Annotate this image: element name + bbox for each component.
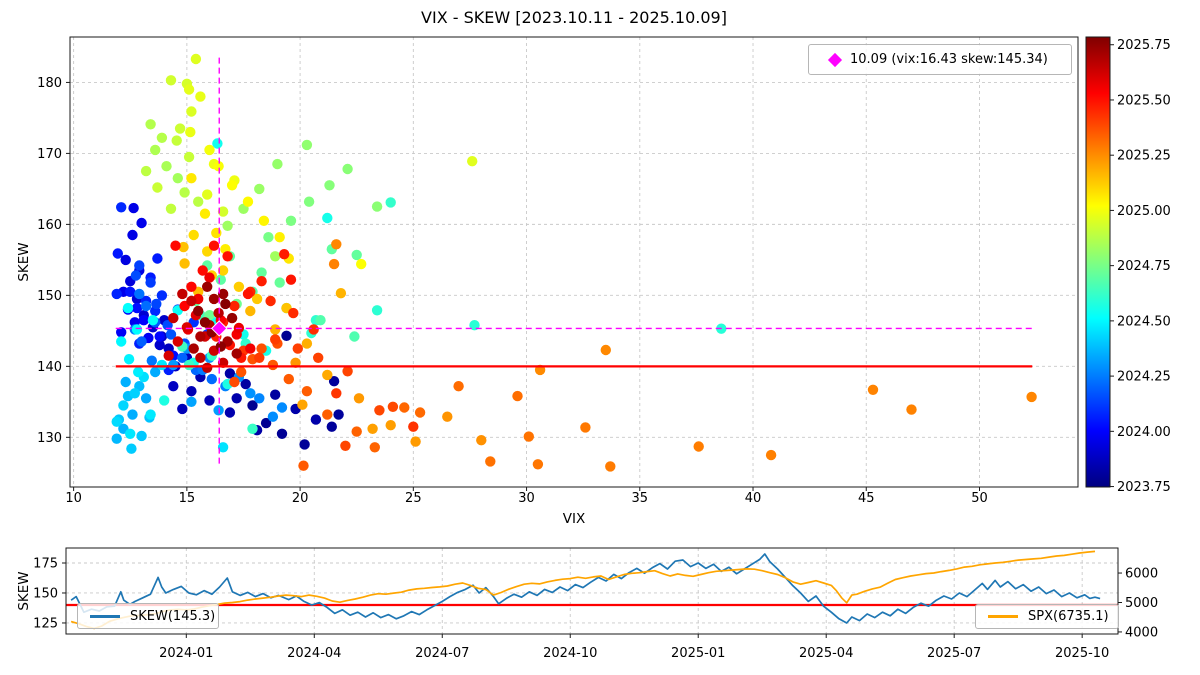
svg-text:2024-01: 2024-01 <box>159 646 213 661</box>
svg-text:150: 150 <box>33 586 58 601</box>
svg-text:10: 10 <box>65 491 82 506</box>
skew-line-sample-icon <box>90 614 120 618</box>
svg-text:15: 15 <box>179 491 196 506</box>
svg-text:25: 25 <box>405 491 422 506</box>
svg-text:130: 130 <box>37 431 62 446</box>
svg-text:20: 20 <box>292 491 309 506</box>
svg-text:2025-01: 2025-01 <box>671 646 725 661</box>
scatter-legend: 10.09 (vix:16.43 skew:145.34) <box>808 44 1072 75</box>
svg-text:2025-04: 2025-04 <box>799 646 853 661</box>
svg-text:30: 30 <box>518 491 535 506</box>
timeseries-y-axis-label-skew: SKEW <box>16 571 32 611</box>
svg-text:2025-10: 2025-10 <box>1055 646 1109 661</box>
svg-text:5000: 5000 <box>1125 596 1158 611</box>
svg-text:175: 175 <box>33 556 58 571</box>
svg-text:2025.00: 2025.00 <box>1117 204 1171 219</box>
svg-text:45: 45 <box>858 491 875 506</box>
svg-text:2025-07: 2025-07 <box>927 646 981 661</box>
spx-series-legend: SPX(6735.1) <box>975 604 1119 629</box>
svg-text:4000: 4000 <box>1125 625 1158 640</box>
svg-text:180: 180 <box>37 76 62 91</box>
y-axis-label-skew: SKEW <box>16 242 32 282</box>
svg-text:40: 40 <box>745 491 762 506</box>
scatter-legend-label: 10.09 (vix:16.43 skew:145.34) <box>850 52 1048 67</box>
svg-text:2024-04: 2024-04 <box>287 646 341 661</box>
spx-line-sample-icon <box>988 615 1018 618</box>
svg-text:140: 140 <box>37 360 62 375</box>
svg-text:150: 150 <box>37 289 62 304</box>
svg-text:6000: 6000 <box>1125 567 1158 582</box>
svg-text:2025.75: 2025.75 <box>1117 38 1171 53</box>
svg-text:2023.75: 2023.75 <box>1117 480 1171 495</box>
skew-legend-label: SKEW(145.3) <box>130 608 216 624</box>
svg-text:170: 170 <box>37 147 62 162</box>
svg-text:125: 125 <box>33 616 58 631</box>
current-point-diamond-icon <box>827 52 843 67</box>
spx-legend-label: SPX(6735.1) <box>1028 609 1109 624</box>
chart-title: VIX - SKEW [2023.10.11 - 2025.10.09] <box>421 8 727 27</box>
x-axis-label-vix: VIX <box>562 511 586 527</box>
svg-text:2025.25: 2025.25 <box>1117 149 1171 164</box>
svg-text:160: 160 <box>37 218 62 233</box>
svg-text:2024-10: 2024-10 <box>543 646 597 661</box>
svg-text:50: 50 <box>971 491 988 506</box>
svg-text:35: 35 <box>632 491 649 506</box>
svg-text:2024.75: 2024.75 <box>1117 259 1171 274</box>
svg-text:2024.00: 2024.00 <box>1117 425 1171 440</box>
svg-text:2024-07: 2024-07 <box>415 646 469 661</box>
svg-text:2024.50: 2024.50 <box>1117 314 1171 329</box>
svg-text:2025.50: 2025.50 <box>1117 93 1171 108</box>
svg-text:2024.25: 2024.25 <box>1117 370 1171 385</box>
skew-series-legend: SKEW(145.3) <box>77 603 219 629</box>
